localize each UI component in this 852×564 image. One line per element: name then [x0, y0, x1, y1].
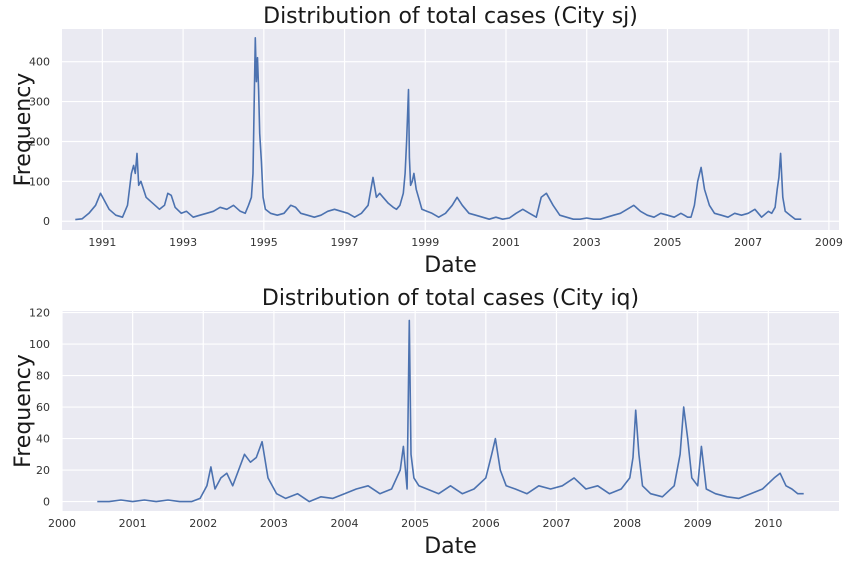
- plot-area-iq: [62, 311, 839, 511]
- x-tick-label: 1999: [411, 236, 439, 249]
- plot-area-sj: [62, 29, 839, 230]
- y-tick-label: 60: [36, 401, 50, 414]
- chart-sj: 1991 1993 1995 1997 1999 2001 2003 2005 2007 2009…: [11, 4, 843, 278]
- x-tick-label: 1997: [331, 236, 359, 249]
- chart-iq: 2000 2001 2002 2003 2004 2005 2006 2007 2008 2009…: [11, 286, 839, 559]
- x-tick-label: 2004: [331, 517, 359, 530]
- x-tick-label: 1991: [88, 236, 116, 249]
- x-tick-label: 2002: [189, 517, 217, 530]
- x-tick-label: 2006: [472, 517, 500, 530]
- y-tick-label: 20: [36, 464, 50, 477]
- y-tick-label: 120: [29, 307, 50, 320]
- y-axis-ticks-iq: 0 20 40 60 80 100 120: [29, 307, 50, 509]
- x-tick-label: 2003: [260, 517, 288, 530]
- series-line-sj: [75, 37, 802, 221]
- x-tick-label: 2009: [684, 517, 712, 530]
- grid-sj: [62, 29, 839, 230]
- y-axis-label-sj: Frequency: [11, 73, 36, 187]
- x-tick-label: 2010: [754, 517, 782, 530]
- x-tick-label: 2005: [653, 236, 681, 249]
- y-tick-label: 200: [29, 135, 50, 148]
- y-tick-label: 300: [29, 96, 50, 109]
- chart-title-sj: Distribution of total cases (City sj): [263, 4, 638, 29]
- y-tick-label: 100: [29, 175, 50, 188]
- x-tick-label: 2007: [542, 517, 570, 530]
- x-tick-label: 2000: [48, 517, 76, 530]
- y-axis-ticks-sj: 0 100 200 300 400: [29, 56, 50, 229]
- y-tick-label: 0: [43, 496, 50, 509]
- y-tick-label: 100: [29, 338, 50, 351]
- grid-iq: [61, 311, 839, 511]
- x-tick-label: 2001: [492, 236, 520, 249]
- x-tick-label: 2001: [119, 517, 147, 530]
- y-axis-label-iq: Frequency: [11, 354, 36, 468]
- x-tick-label: 2009: [815, 236, 843, 249]
- y-tick-label: 80: [36, 370, 50, 383]
- x-axis-ticks-sj: 1991 1993 1995 1997 1999 2001 2003 2005 2007 2009: [88, 236, 843, 249]
- x-tick-label: 1995: [250, 236, 278, 249]
- x-tick-label: 2003: [573, 236, 601, 249]
- chart-title-iq: Distribution of total cases (City iq): [262, 286, 639, 311]
- x-axis-label-sj: Date: [424, 253, 477, 278]
- x-tick-label: 1993: [169, 236, 197, 249]
- x-tick-label: 2005: [401, 517, 429, 530]
- y-tick-label: 0: [43, 215, 50, 228]
- x-axis-label-iq: Date: [424, 534, 477, 559]
- y-tick-label: 40: [36, 433, 50, 446]
- x-axis-ticks-iq: 2000 2001 2002 2003 2004 2005 2006 2007 2008 2009…: [48, 517, 782, 530]
- y-tick-label: 400: [29, 56, 50, 69]
- x-tick-label: 2007: [734, 236, 762, 249]
- series-line-iq: [97, 319, 804, 503]
- x-tick-label: 2008: [613, 517, 641, 530]
